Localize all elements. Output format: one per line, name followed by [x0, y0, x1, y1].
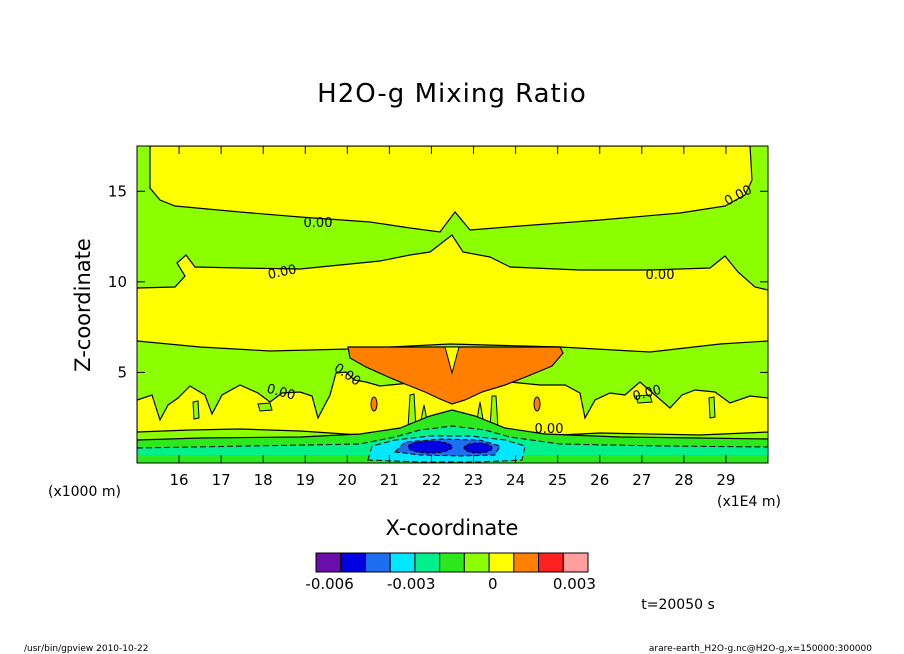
colorbar-swatch [414, 552, 441, 573]
field-green-island-a [192, 400, 200, 420]
colorbar-tick-label: 0.003 [553, 575, 596, 593]
colorbar-swatch [463, 552, 490, 573]
x-tick-label: 28 [674, 471, 693, 489]
field-orange-plume [347, 346, 564, 405]
y-axis-label: Z-coordinate [71, 238, 95, 372]
colorbar-swatch [562, 552, 589, 573]
contour-label: 0.00 [267, 262, 298, 283]
field-green-island-c [257, 402, 273, 412]
colorbar-swatch [538, 552, 564, 573]
field-blue-blob-b [463, 442, 493, 454]
x-tick-label: 26 [590, 471, 609, 489]
footer-left: /usr/bin/gpview 2010-10-22 [24, 644, 148, 654]
x-tick-label: 27 [632, 471, 651, 489]
time-label: t=20050 s [641, 597, 715, 613]
footer-right: arare-earth_H2O-g.nc@H2O-g,x=150000:3000… [649, 644, 872, 654]
field-green-island-b [708, 396, 716, 419]
colorbar-tick-label: -0.006 [305, 575, 353, 593]
x-axis: 16 17 18 19 20 21 22 23 24 25 26 27 28 29 [170, 146, 735, 489]
y-tick-label: 10 [108, 273, 127, 291]
y-tick-label: 15 [108, 182, 127, 200]
x-tick-label: 16 [170, 471, 189, 489]
x-tick-label: 19 [296, 471, 315, 489]
x-tick-label: 17 [212, 471, 231, 489]
x-tick-label: 23 [464, 471, 483, 489]
contour-label: 0.00 [535, 422, 564, 437]
colorbar: -0.006 -0.003 0 0.003 [305, 552, 596, 593]
colorbar-swatch [340, 552, 366, 573]
field-orange-blob-a [370, 396, 378, 412]
chart-title: H2O-g Mixing Ratio [317, 79, 587, 109]
field-plume-notch [444, 346, 460, 375]
y-unit-label: (x1000 m) [48, 484, 121, 500]
colorbar-tick-label: -0.003 [387, 575, 435, 593]
x-tick-label: 25 [548, 471, 567, 489]
y-tick-label: 5 [117, 363, 127, 381]
x-tick-label: 22 [422, 471, 441, 489]
field-blue-blob-a [407, 440, 453, 454]
x-tick-label: 18 [254, 471, 273, 489]
contour-label: 0.00 [646, 268, 675, 283]
contour-label: 0.00 [265, 382, 297, 404]
colorbar-swatch [513, 552, 540, 573]
x-tick-label: 21 [380, 471, 399, 489]
plot-area: 0.00 0.00 0.00 0.00 0.00 0.00 0.00 0.00 [137, 146, 768, 463]
colorbar-swatch [389, 552, 416, 573]
x-axis-label: X-coordinate [386, 516, 519, 540]
x-tick-label: 29 [716, 471, 735, 489]
plot-frame [136, 145, 769, 464]
y-axis: 5 10 15 [108, 182, 768, 381]
field-yellow-middle [137, 234, 768, 353]
x-tick-label: 20 [338, 471, 357, 489]
x-tick-label: 24 [506, 471, 525, 489]
colorbar-tick-label: 0 [488, 575, 498, 593]
colorbar-swatch [364, 552, 391, 573]
colorbar-swatch [439, 552, 465, 573]
contour-label: 0.00 [631, 383, 663, 405]
x-unit-label: (x1E4 m) [717, 494, 781, 510]
field-yellow-upper [149, 146, 753, 233]
colorbar-swatch [488, 552, 515, 573]
colorbar-swatch [315, 552, 342, 573]
field-orange-blob-b [533, 396, 541, 412]
contour-label: 0.00 [304, 216, 333, 231]
field-green-island-d [635, 394, 653, 404]
